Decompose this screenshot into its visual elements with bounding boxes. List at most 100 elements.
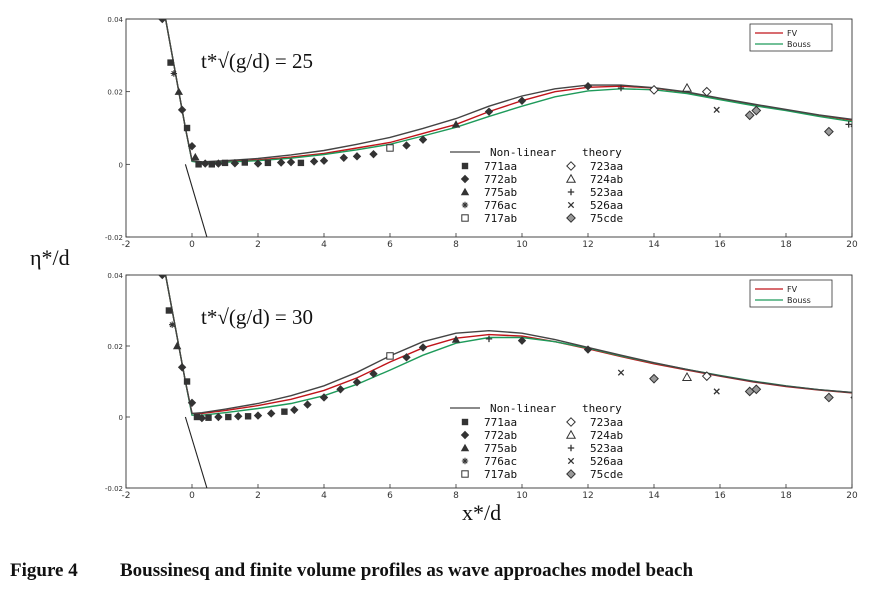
legend-label-fv: FV [787,285,798,294]
legend-code-776ac: 776ac [484,199,517,212]
y-tick-label: 0.02 [107,89,123,97]
data-point-diamond [267,409,276,418]
legend-code-523aa: 523aa [590,186,623,199]
legend-code-526aa: 526aa [590,199,623,212]
data-point-diamond [418,343,428,352]
data-point-open-diamond [701,86,712,97]
series-group [158,19,852,237]
x-tick-label: 10 [516,240,528,250]
data-point-square [241,159,248,166]
x-axis-label: x*/d [462,500,501,525]
chart-panel-bottom: -2 0 2 4 6 8 10 12 14 16 18 20 -0.02 0 0.02 0.04 t*√(g/d… [105,272,858,501]
legend-box-top [749,279,833,308]
x-tick-label: 18 [780,491,792,501]
data-point-diamond [158,19,167,24]
legend-theory-label: Non-linear [490,402,557,415]
data-point-diamond [177,105,187,115]
y-tick-label: 0.02 [107,343,123,351]
data-point-dot-diamond [823,126,834,137]
data-point-triangle [451,120,461,128]
data-point-square [244,413,252,420]
legend-label-fv: FV [787,29,798,38]
y-tick-label: 0.04 [107,16,123,24]
x-tick-label: 18 [780,240,792,250]
y-tick-label: 0 [119,414,123,422]
data-point-diamond [187,398,197,407]
data-point-open-triangle [681,372,693,381]
data-point-cross [617,369,625,376]
y-tick-label: 0 [119,161,123,169]
legend-marker-dot-diamond [566,469,576,479]
data-point-diamond [253,159,263,168]
legend-marker-diamond [460,430,470,440]
x-tick-label: 6 [387,491,393,501]
legend-code-724ab: 724ab [590,173,623,186]
data-point-square [167,59,174,66]
x-tick-label: 4 [321,240,327,250]
data-point-triangle [174,87,183,95]
x-tick-label: 10 [516,491,528,501]
data-point-dot-diamond [649,373,659,384]
time-annotation: t*√(g/d) = 25 [201,49,313,73]
legend-marker-cross [567,457,575,465]
data-point-open-diamond [701,371,712,382]
data-point-diamond [402,353,411,362]
x-tick-label: 14 [648,240,660,250]
plot-frame [125,18,853,238]
data-point-dot-diamond [823,392,834,403]
legend-marker-triangle [460,187,470,196]
caption-text: Boussinesq and finite volume profiles as… [120,560,694,581]
data-point-diamond [484,107,494,116]
legend-marker-plus [567,188,575,196]
data-point-dot-diamond [751,105,762,116]
data-point-diamond [418,135,428,144]
data-point-open-triangle [681,82,693,92]
data-point-diamond [517,96,527,105]
x-tick-label: -2 [122,491,131,501]
data-point-dot-diamond [744,110,755,121]
legend-marker-triangle [460,443,470,452]
x-tick-label: 2 [255,491,261,501]
x-tick-label: 8 [453,240,459,250]
plot-frame [125,274,853,489]
data-point-square [264,159,272,167]
x-tick-label: 0 [189,491,195,501]
data-point-star [169,321,176,328]
x-tick-label: 20 [846,491,858,501]
legend-theory-label: theory [582,402,622,415]
y-axis-label: η*/d [30,245,70,270]
x-tick-label: 16 [714,240,726,250]
legend-code-724ab: 724ab [590,429,623,442]
data-point-square [225,413,232,421]
legend-marker-open-triangle [565,429,577,439]
x-tick-label: 8 [453,491,459,501]
legend-marker-star [461,457,469,465]
data-point-triangle [451,335,461,343]
data-point-star [170,70,178,77]
legend-code-771aa: 771aa [484,160,517,173]
y-tick-label: -0.02 [105,485,123,493]
data-point-square [165,307,173,314]
figure-caption: Figure 4 Boussinesq and finite volume pro… [10,560,870,582]
series-line-non-linear-theory [164,19,852,163]
data-point-diamond [290,405,299,415]
data-point-diamond [177,363,187,372]
data-point-diamond [336,385,345,394]
legend-box-top [749,23,833,52]
data-point-square [208,161,215,168]
legend-marker-open-square [461,470,469,478]
x-tick-label: 14 [648,491,660,501]
legend-marker-diamond [460,174,470,184]
x-tick-label: 12 [582,240,593,250]
data-point-diamond [201,159,210,168]
series-group [158,275,852,488]
series-line-fv [164,19,852,164]
caption-number: Figure 4 [10,560,78,581]
series-line-shoreline [184,164,208,237]
legend-marker-dot-diamond [566,213,576,223]
legend-label-bouss: Bouss [787,40,811,49]
legend-code-75cde: 75cde [590,212,623,225]
data-point-diamond [352,378,362,387]
legend-marker-square [461,418,469,426]
